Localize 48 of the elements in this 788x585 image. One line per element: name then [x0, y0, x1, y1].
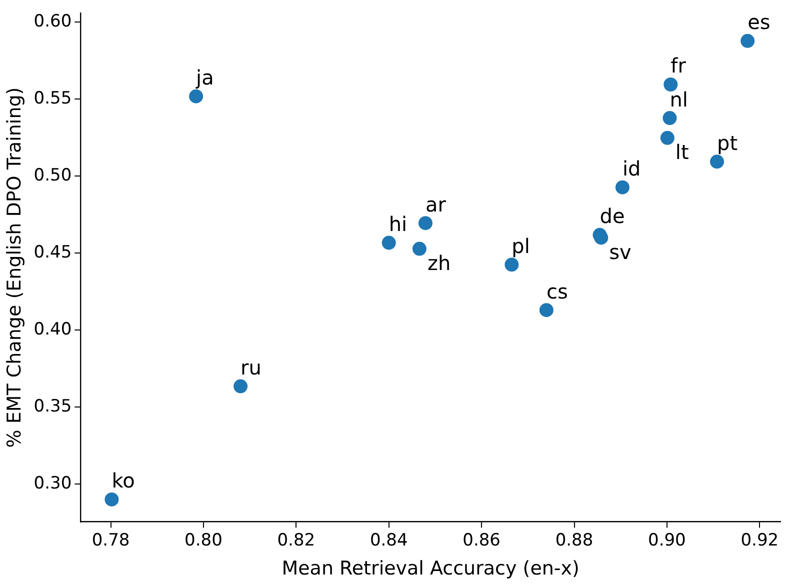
point [594, 230, 608, 245]
annotation: ko [112, 468, 135, 493]
annotation: nl [670, 87, 688, 112]
annotation: pt [717, 130, 738, 155]
point [189, 89, 204, 104]
x-axis-title: Mean Retrieval Accuracy (en-x) [282, 558, 580, 580]
point [539, 303, 554, 318]
x-tick-label: 0.90 [648, 530, 686, 550]
point [418, 216, 432, 230]
x-tick-label: 0.92 [740, 530, 779, 550]
x-tick-label: 0.86 [462, 530, 500, 550]
point [662, 111, 677, 126]
y-tick-label: 0.35 [34, 396, 72, 417]
y-tick-label: 0.60 [34, 12, 72, 32]
y-tick-label: 0.40 [34, 320, 72, 340]
y-tick-label: 0.50 [34, 166, 72, 186]
point [104, 492, 119, 506]
y-tick-label: 0.55 [34, 88, 72, 109]
annotation: id [622, 156, 641, 181]
annotation: pl [512, 234, 530, 258]
annotation: lt [675, 140, 689, 164]
annotation: ja [195, 66, 214, 90]
annotation: fr [670, 54, 687, 78]
point [740, 34, 755, 48]
x-tick-label: 0.84 [370, 530, 408, 550]
y-tick-label: 0.30 [34, 473, 72, 494]
x-tick-label: 0.78 [92, 530, 130, 550]
annotation: sv [609, 240, 632, 264]
annotation: ar [425, 192, 447, 216]
point [660, 130, 674, 145]
point [664, 77, 678, 92]
annotation: zh [427, 250, 451, 275]
annotation: cs [546, 279, 568, 304]
x-tick-label: 0.82 [277, 530, 316, 550]
annotation: es [748, 10, 770, 34]
point [382, 236, 396, 250]
y-tick-label: 0.45 [34, 242, 72, 263]
x-tick-label: 0.88 [555, 530, 594, 550]
annotation: de [600, 204, 625, 228]
x-tick-label: 0.80 [184, 530, 222, 550]
point [412, 242, 426, 256]
point [615, 180, 630, 194]
annotation: hi [388, 212, 408, 236]
point [234, 379, 248, 394]
annotation: ru [240, 356, 262, 380]
point [710, 154, 724, 169]
y-axis-title: % EMT Change (English DPO Training) [3, 87, 26, 448]
point [504, 258, 519, 272]
